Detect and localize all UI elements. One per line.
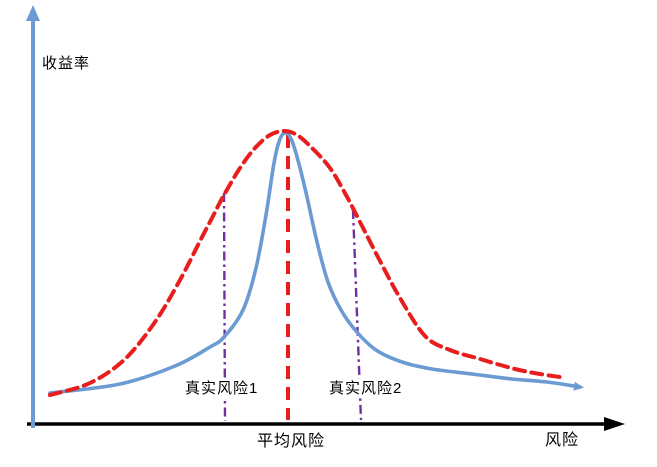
true-risk-2-label: 真实风险2	[327, 379, 405, 398]
wide-distribution-curve	[48, 128, 562, 397]
y-axis-arrow-icon	[26, 5, 40, 21]
narrow-distribution-curve	[48, 131, 582, 395]
y-axis-label: 收益率	[42, 55, 91, 72]
x-axis-label: 风险	[545, 432, 580, 449]
true-risk-1-label: 真实风险1	[183, 379, 261, 398]
mean-risk-label: 平均风险	[257, 433, 326, 450]
true-risk-2-line	[351, 209, 363, 421]
x-axis-arrow-icon	[604, 417, 625, 431]
narrow-distribution-curve-end-arrow-icon	[573, 381, 584, 391]
distribution-curves	[48, 128, 584, 397]
